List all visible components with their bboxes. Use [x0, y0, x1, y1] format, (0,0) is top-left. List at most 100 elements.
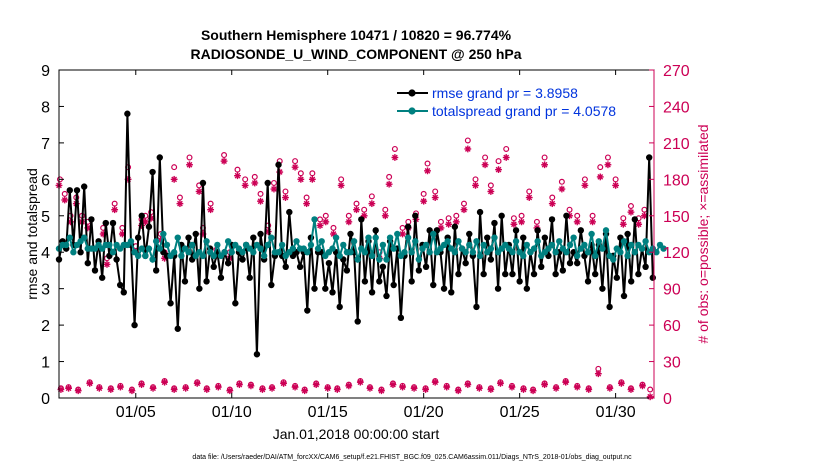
rmse-point: [455, 270, 462, 278]
assimilated-point: [518, 218, 525, 226]
rmse-point: [642, 263, 649, 270]
possible-point: [620, 215, 627, 222]
totalspread-point: [581, 241, 588, 249]
possible-point: [61, 190, 68, 197]
assimilated-point-stroke: [464, 146, 471, 152]
assimilated_low-point-stroke: [334, 386, 341, 393]
assimilated-point: [270, 185, 278, 193]
assimilated_low-point: [149, 384, 157, 392]
totalspread-point: [228, 249, 235, 256]
assimilated-point: [170, 175, 178, 183]
assimilated_low-point: [497, 380, 504, 387]
assimilated_low-point-stroke: [96, 385, 103, 392]
assimilated_low-point-stroke: [574, 384, 581, 390]
assimilated_low-point: [487, 386, 495, 393]
assimilated-point-stroke: [196, 188, 202, 195]
totalspread-point: [512, 238, 520, 245]
assimilated-point-stroke: [641, 212, 648, 219]
rmse-point: [376, 278, 383, 285]
assimilated_low-point-stroke: [378, 387, 385, 394]
rmse-point: [224, 259, 232, 267]
assimilated_low-point: [226, 387, 234, 395]
possible_low-point: [647, 386, 654, 393]
possible-point: [221, 152, 228, 159]
y-left-tick-label: 3: [41, 282, 50, 299]
possible-point: [338, 176, 345, 183]
assimilated-point: [596, 173, 604, 181]
assimilated-point-stroke: [472, 182, 479, 189]
assimilated-point-stroke: [242, 182, 249, 189]
rmse-point: [343, 267, 351, 274]
possible-point: [558, 178, 565, 185]
rmse-point: [109, 219, 117, 227]
assimilated-point-stroke: [309, 176, 316, 183]
assimilated_low-point-stroke: [117, 384, 124, 390]
totalspread-point: [408, 249, 415, 256]
assimilated_low-point-stroke: [399, 384, 406, 390]
assimilated-point: [420, 197, 428, 205]
rmse-point: [181, 278, 189, 285]
assimilated_low-point: [639, 382, 646, 390]
assimilated_low-point: [65, 384, 72, 392]
assimilated_low-point: [268, 384, 276, 392]
assimilated_low-point-stroke: [107, 386, 114, 393]
rmse-point: [448, 289, 455, 296]
totalspread-point: [476, 252, 484, 260]
rmse-point: [145, 223, 153, 230]
assimilated_low-point: [594, 370, 602, 378]
assimilated-point: [424, 167, 431, 175]
possible-point: [604, 154, 611, 161]
rmse-point: [379, 263, 387, 270]
possible-point: [464, 137, 471, 144]
assimilated-point-stroke: [330, 231, 337, 237]
assimilated-point-stroke: [526, 194, 533, 201]
assimilated-point-stroke: [234, 172, 241, 179]
rmse-point: [512, 227, 520, 234]
y-right-tick-label: 120: [663, 245, 690, 262]
possible-point: [597, 164, 604, 171]
assimilated_low-point-stroke: [497, 380, 504, 387]
assimilated-point-stroke: [612, 182, 619, 189]
assimilated-point-stroke: [297, 176, 304, 183]
assimilated-point: [297, 175, 305, 183]
possible-point: [270, 179, 277, 186]
assimilated-point-stroke: [424, 167, 431, 174]
y-right-tick-label: 240: [663, 99, 690, 116]
totalspread-point: [602, 227, 610, 234]
assimilated-point-stroke: [511, 221, 517, 228]
possible-point: [453, 212, 460, 219]
assimilated_low-point-stroke: [390, 381, 396, 388]
totalspread-point: [563, 249, 570, 256]
assimilated_low-point: [86, 380, 94, 387]
assimilated_low-point: [312, 381, 320, 389]
totalspread-point: [455, 238, 462, 245]
assimilated_low-point-stroke: [150, 385, 156, 392]
assimilated-point: [510, 220, 518, 228]
possible-point: [242, 176, 249, 183]
rmse-line: [58, 113, 654, 355]
totalspread-point: [332, 234, 340, 241]
assimilated_low-point-stroke: [628, 386, 634, 393]
assimilated-point: [460, 206, 468, 214]
totalspread-point: [534, 238, 541, 245]
rmse-point: [113, 256, 120, 263]
possible-point: [303, 194, 310, 201]
totalspread-point: [451, 249, 459, 256]
assimilated_low-point-stroke: [65, 385, 72, 392]
assimilated-point-stroke: [453, 218, 460, 225]
assimilated_low-point: [475, 384, 483, 392]
rmse-point: [199, 179, 207, 187]
totalspread-point: [314, 245, 322, 252]
x-axis-label: Jan.01,2018 00:00:00 start: [273, 426, 440, 442]
totalspread-point: [487, 245, 495, 252]
totalspread-point: [552, 249, 559, 256]
y-right-tick-label: 210: [663, 136, 690, 153]
assimilated_low-point-stroke: [203, 386, 210, 393]
assimilated_low-point-stroke: [259, 386, 266, 393]
rmse-point: [257, 230, 264, 238]
assimilated_low-point-stroke: [357, 379, 364, 386]
totalspread-point: [127, 238, 135, 245]
assimilated-point: [541, 161, 548, 169]
totalspread-point: [203, 238, 210, 245]
assimilated-point: [487, 188, 495, 195]
